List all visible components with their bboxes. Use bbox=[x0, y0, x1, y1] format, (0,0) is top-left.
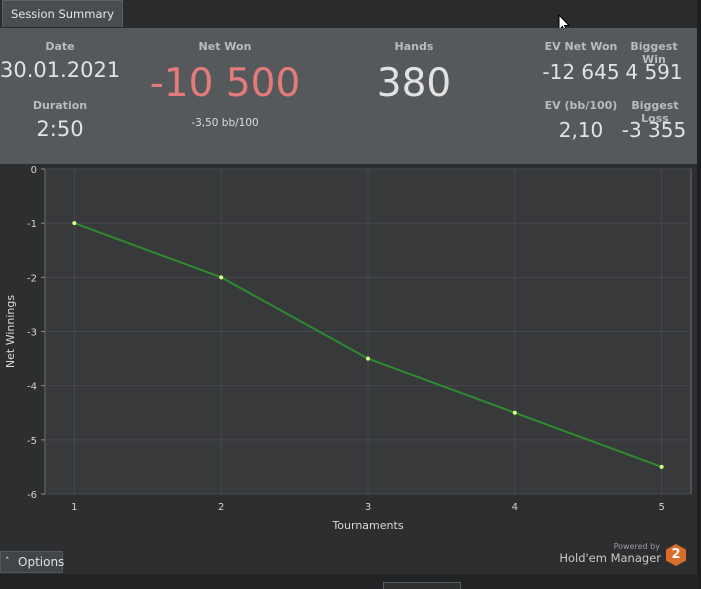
x-tick-label: 3 bbox=[365, 502, 371, 513]
bottom-bar bbox=[0, 574, 697, 589]
tab-session-summary[interactable]: Session Summary bbox=[2, 0, 123, 27]
net-won-value: -10 500 bbox=[149, 61, 301, 106]
y-axis-label: Net Winnings bbox=[4, 295, 17, 368]
biggest-loss-label: Biggest Loss bbox=[631, 99, 679, 125]
date-label: Date bbox=[45, 40, 75, 53]
net-won-bb100: -3,50 bb/100 bbox=[191, 117, 259, 129]
caret-up-icon: ˄ bbox=[5, 557, 10, 567]
data-point bbox=[366, 356, 370, 361]
y-tick-label: -5 bbox=[27, 436, 37, 447]
duration-value: 2:50 bbox=[36, 117, 84, 141]
y-tick-label: -4 bbox=[27, 382, 37, 393]
data-point bbox=[72, 221, 77, 226]
biggest-loss-value: -3 355 bbox=[621, 118, 687, 142]
net-won-label: Net Won bbox=[198, 40, 252, 53]
y-tick-label: -6 bbox=[27, 490, 37, 501]
hm2-logo: 2 bbox=[666, 544, 686, 566]
brand-name: Hold'em Manager bbox=[559, 551, 661, 565]
duration-label: Duration bbox=[32, 99, 88, 112]
window-edge bbox=[697, 0, 701, 589]
date-value: 30.01.2021 bbox=[0, 58, 121, 82]
y-tick-label: -2 bbox=[27, 273, 37, 284]
ev-bb100-label: EV (bb/100) bbox=[544, 99, 618, 112]
biggest-win-value: 4 591 bbox=[625, 60, 683, 84]
x-tick-label: 4 bbox=[512, 502, 518, 513]
x-tick-label: 2 bbox=[218, 502, 224, 513]
x-tick-label: 5 bbox=[658, 502, 664, 513]
ev-net-won-value: -12 645 bbox=[542, 60, 620, 84]
biggest-win-label: Biggest Win bbox=[630, 40, 678, 66]
options-label: Options bbox=[18, 555, 65, 569]
ev-bb100-value: 2,10 bbox=[558, 118, 604, 142]
x-tick-label: 1 bbox=[71, 502, 77, 513]
powered-by-label: Powered by bbox=[613, 542, 660, 551]
net-winnings-chart: 1 2 3 4 5 0 -1 -2 -3 -4 -5 -6 Tournaments Net Winning… bbox=[4, 165, 692, 532]
y-tick-label: -3 bbox=[27, 328, 37, 339]
y-tick-label: -1 bbox=[27, 219, 37, 230]
ev-net-won-label: EV Net Won bbox=[544, 40, 618, 53]
data-point bbox=[512, 410, 517, 415]
chart-panel: 1 2 3 4 5 0 -1 -2 -3 -4 -5 -6 Tournaments Net Winning… bbox=[0, 164, 697, 574]
options-button[interactable]: ˄ Options bbox=[0, 551, 65, 573]
x-axis-label: Tournaments bbox=[331, 519, 403, 532]
session-summary-panel: Date 30.01.2021 Duration 2:50 Net Won -1… bbox=[0, 28, 697, 164]
y-tick-label: 0 bbox=[31, 165, 37, 176]
hands-value: 380 bbox=[376, 61, 452, 106]
hands-label: Hands bbox=[394, 40, 434, 53]
bottom-tab[interactable] bbox=[383, 582, 461, 589]
data-point bbox=[219, 275, 224, 280]
data-point bbox=[659, 464, 664, 469]
